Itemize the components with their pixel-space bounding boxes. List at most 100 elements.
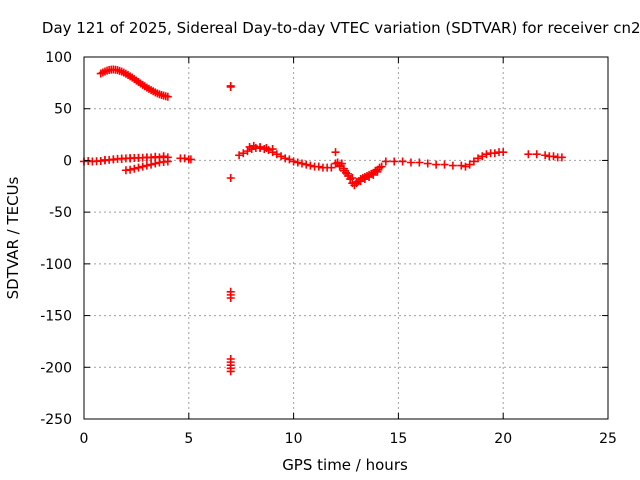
data-point bbox=[432, 160, 441, 169]
series-group bbox=[96, 65, 172, 101]
data-point bbox=[461, 162, 470, 171]
data-point bbox=[499, 148, 508, 157]
data-point bbox=[335, 162, 344, 171]
data-point bbox=[277, 152, 286, 161]
data-point bbox=[262, 144, 271, 153]
series-group bbox=[524, 150, 566, 162]
grid-lines bbox=[84, 57, 608, 419]
data-point bbox=[339, 166, 348, 175]
data-point bbox=[474, 154, 483, 163]
x-tick-label: 5 bbox=[184, 431, 193, 447]
data-point bbox=[490, 149, 499, 158]
data-point bbox=[331, 148, 340, 157]
series-group bbox=[245, 141, 277, 154]
data-point bbox=[126, 154, 135, 163]
data-point bbox=[440, 160, 449, 169]
data-point bbox=[163, 157, 172, 166]
y-tick-label: -100 bbox=[40, 257, 72, 273]
x-tick-label: 15 bbox=[389, 431, 407, 447]
y-tick-label: 50 bbox=[54, 102, 72, 118]
data-points bbox=[80, 65, 566, 376]
data-point bbox=[314, 162, 323, 171]
data-point bbox=[109, 155, 118, 164]
data-point bbox=[348, 174, 357, 183]
y-tick-label: 100 bbox=[45, 50, 72, 66]
data-point bbox=[126, 165, 135, 174]
y-tick-label: 0 bbox=[63, 153, 72, 169]
series-group bbox=[226, 81, 235, 376]
axis-ticks bbox=[83, 56, 609, 420]
data-point bbox=[524, 150, 533, 159]
data-point bbox=[406, 158, 415, 167]
data-point bbox=[180, 154, 189, 163]
data-point bbox=[151, 159, 160, 168]
data-point bbox=[268, 145, 277, 154]
data-point bbox=[272, 150, 281, 159]
data-point bbox=[302, 160, 311, 169]
data-point bbox=[344, 169, 353, 178]
data-point bbox=[482, 150, 491, 159]
data-point bbox=[398, 157, 407, 166]
series-group bbox=[121, 157, 172, 175]
data-point bbox=[381, 157, 390, 166]
x-axis-label: GPS time / hours bbox=[282, 456, 408, 474]
data-point bbox=[557, 153, 566, 162]
data-point bbox=[415, 158, 424, 167]
data-point bbox=[256, 142, 265, 151]
y-tick-label: -50 bbox=[49, 205, 72, 221]
series-group bbox=[235, 144, 336, 172]
data-point bbox=[356, 177, 365, 186]
data-point bbox=[423, 159, 432, 168]
x-tick-label: 10 bbox=[285, 431, 303, 447]
data-point bbox=[373, 167, 382, 176]
data-point bbox=[226, 293, 235, 302]
data-point bbox=[390, 157, 399, 166]
data-point bbox=[159, 152, 168, 161]
series-group bbox=[100, 152, 168, 164]
data-point bbox=[448, 161, 457, 170]
data-point bbox=[151, 152, 160, 161]
series-group bbox=[176, 154, 195, 164]
data-point bbox=[134, 163, 143, 172]
data-point bbox=[549, 152, 558, 161]
data-point bbox=[327, 163, 336, 172]
series-group bbox=[381, 148, 508, 171]
chart-title: Day 121 of 2025, Sidereal Day-to-day VTE… bbox=[42, 19, 640, 37]
data-point bbox=[226, 82, 235, 91]
y-tick-label: -250 bbox=[40, 412, 72, 428]
data-point bbox=[365, 172, 374, 181]
data-point bbox=[243, 147, 252, 156]
y-tick-label: -200 bbox=[40, 360, 72, 376]
data-point bbox=[226, 174, 235, 183]
data-point bbox=[352, 179, 361, 188]
data-point bbox=[186, 155, 195, 164]
data-point bbox=[469, 157, 478, 166]
plot-frame bbox=[83, 56, 609, 420]
data-point bbox=[532, 150, 541, 159]
data-point bbox=[147, 160, 156, 169]
data-point bbox=[235, 151, 244, 160]
data-point bbox=[285, 155, 294, 164]
data-point bbox=[163, 92, 172, 101]
data-point bbox=[478, 152, 487, 161]
data-point bbox=[239, 149, 248, 158]
data-point bbox=[117, 154, 126, 163]
data-point bbox=[457, 161, 466, 170]
x-tick-label: 0 bbox=[80, 431, 89, 447]
data-point bbox=[142, 153, 151, 162]
data-point bbox=[465, 160, 474, 169]
data-point bbox=[281, 154, 290, 163]
y-tick-label: -150 bbox=[40, 309, 72, 325]
data-point bbox=[541, 151, 550, 160]
data-point bbox=[297, 159, 306, 168]
data-point bbox=[289, 157, 298, 166]
tick-labels: 0 5 10 15 20 25 100 50 0 -50 -100 -150 -200 -250 bbox=[40, 50, 617, 447]
data-point bbox=[369, 170, 378, 179]
data-point bbox=[360, 175, 369, 184]
data-point bbox=[306, 161, 315, 170]
data-point bbox=[142, 161, 151, 170]
series-group bbox=[331, 148, 382, 188]
x-tick-label: 20 bbox=[494, 431, 512, 447]
